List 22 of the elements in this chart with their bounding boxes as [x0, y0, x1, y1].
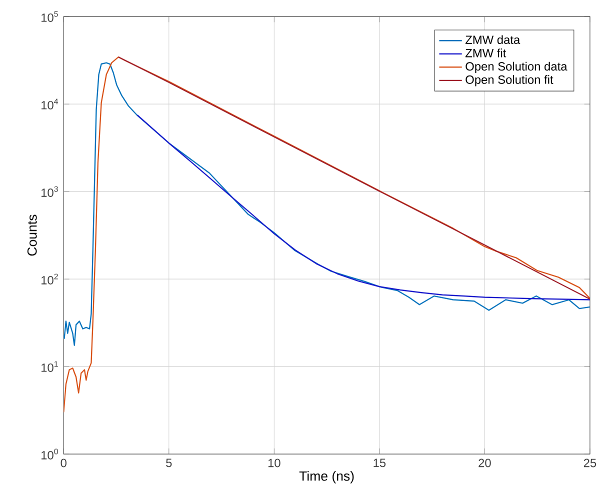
y-tick-label: 10$^{2}$ — [42, 274, 58, 285]
legend-label: ZMW data — [465, 35, 520, 44]
legend-label: Open Solution data — [466, 62, 568, 74]
x-tick-label: 15 — [374, 458, 386, 468]
y-axis-title: Counts — [27, 214, 37, 256]
y-tick-label: 10$^{5}$ — [42, 11, 58, 22]
x-tick-label: 5 — [166, 458, 172, 468]
y-tick-label: 10$^{0}$ — [42, 448, 58, 460]
y-tick-label: 10$^{1}$ — [42, 361, 58, 372]
legend-label: ZMW fit — [465, 48, 506, 58]
line-series — [64, 62, 590, 346]
x-tick-label: 10 — [268, 458, 280, 468]
x-tick-label: 25 — [584, 458, 596, 468]
x-tick-label: 0 — [60, 458, 66, 468]
line-series — [64, 56, 590, 414]
line-series — [118, 56, 590, 300]
y-tick-label: 10$^{4}$ — [42, 98, 58, 110]
legend-label: Open Solution fit — [466, 75, 554, 86]
y-tick-label: 10$^{3}$ — [42, 186, 58, 198]
line-series — [136, 114, 590, 300]
x-axis-title: Time (ns) — [299, 471, 354, 484]
x-tick-label: 20 — [478, 458, 491, 468]
